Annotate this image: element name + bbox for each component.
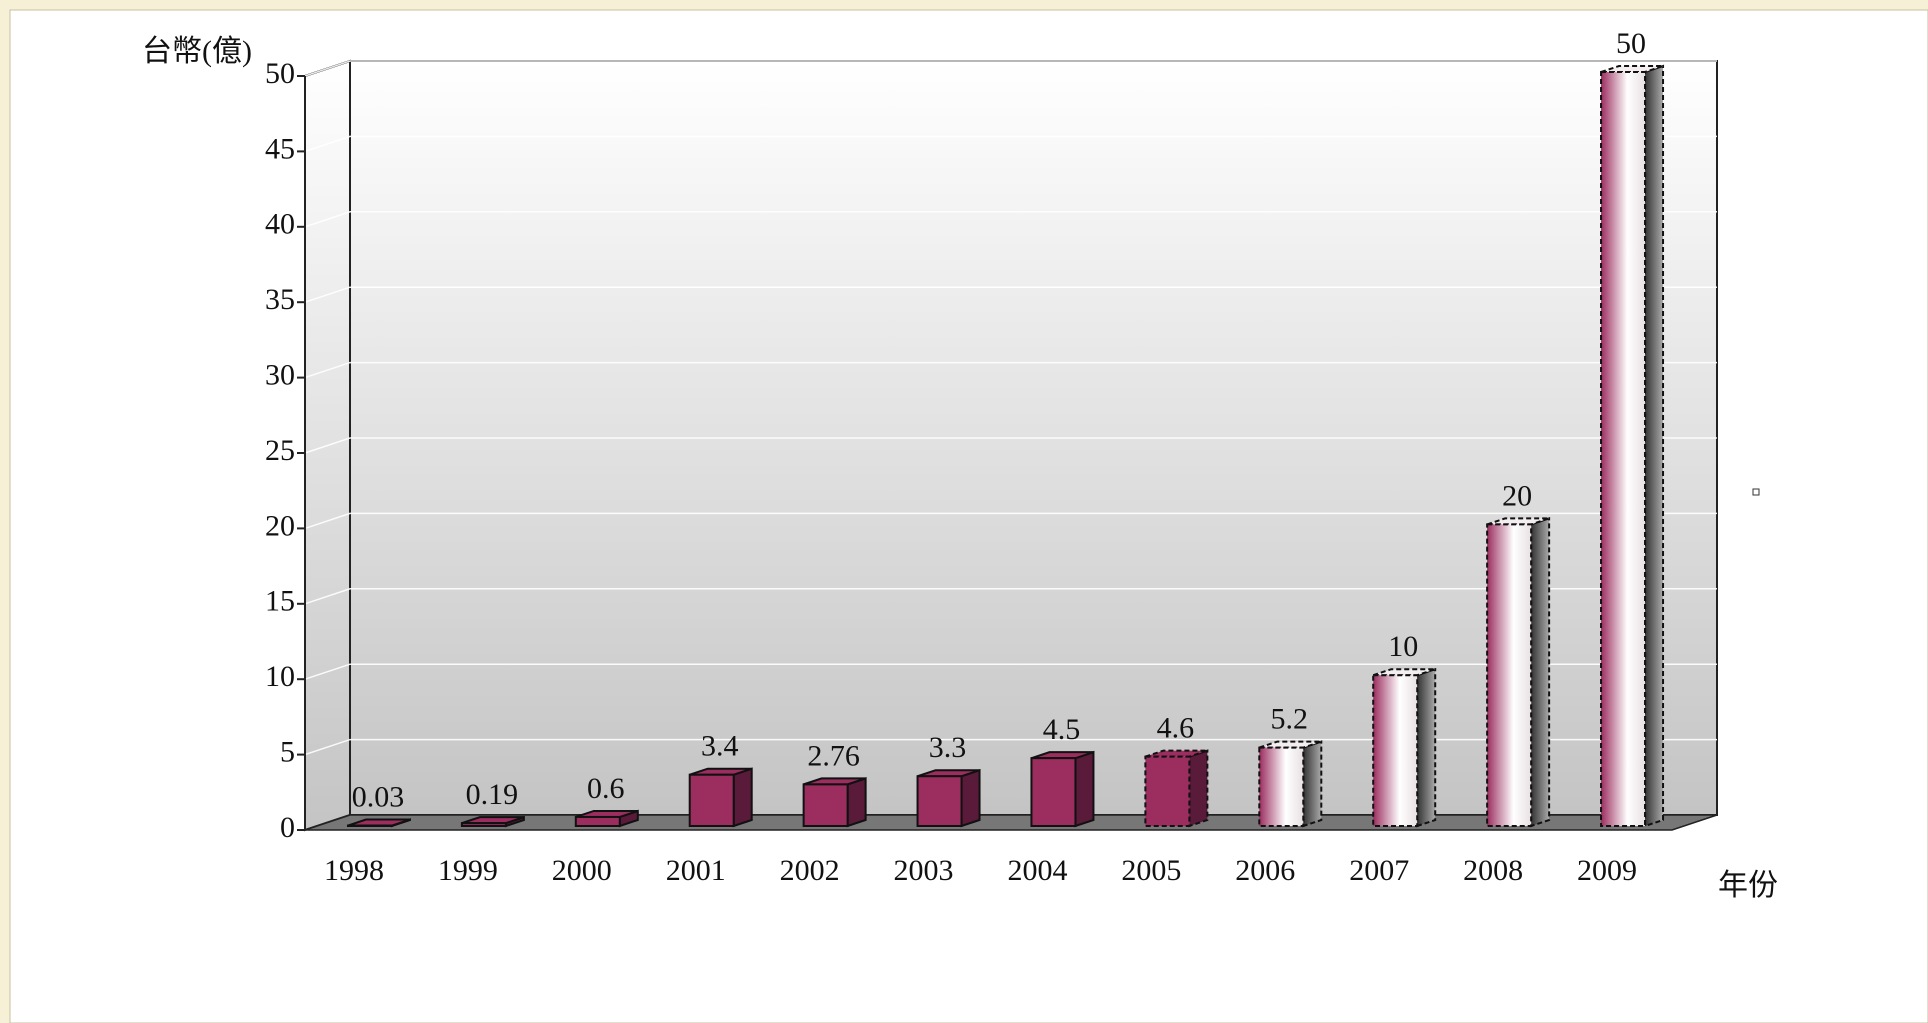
y-axis-label: 台幣(億) bbox=[142, 35, 252, 68]
bar-side bbox=[960, 768, 981, 828]
x-tick-label: 2005 bbox=[1121, 854, 1181, 887]
marker bbox=[1752, 488, 1760, 496]
x-tick-label: 2004 bbox=[1007, 854, 1067, 887]
value-label: 2.76 bbox=[807, 739, 860, 772]
bar bbox=[1486, 523, 1533, 828]
x-tick-label: 2001 bbox=[666, 854, 726, 887]
bar-side bbox=[1074, 750, 1095, 828]
value-label: 20 bbox=[1502, 479, 1532, 512]
bar bbox=[1030, 757, 1077, 828]
bar bbox=[688, 773, 735, 828]
y-tick-label: 40 bbox=[265, 208, 295, 241]
grid-line bbox=[304, 361, 1717, 379]
bar bbox=[802, 783, 849, 828]
x-tick-label: 2003 bbox=[894, 854, 954, 887]
y-tick-label: 0 bbox=[280, 811, 295, 844]
y-tick-label: 15 bbox=[265, 585, 295, 618]
bar bbox=[1144, 755, 1191, 828]
grid-line bbox=[304, 663, 1717, 680]
bar bbox=[1372, 674, 1419, 828]
value-label: 0.6 bbox=[587, 772, 625, 805]
floor bbox=[304, 814, 1718, 831]
x-tick-label: 1999 bbox=[438, 854, 498, 887]
x-tick-label: 2007 bbox=[1349, 854, 1409, 887]
y-tick-label: 35 bbox=[265, 283, 295, 316]
x-tick-label: 2006 bbox=[1235, 854, 1295, 887]
value-label: 3.3 bbox=[929, 731, 967, 764]
value-label: 0.03 bbox=[352, 780, 405, 813]
y-tick-label: 25 bbox=[265, 434, 295, 467]
y-tick-label: 30 bbox=[265, 358, 295, 391]
grid-line bbox=[304, 60, 1717, 77]
bar-side bbox=[1416, 667, 1437, 828]
grid-line bbox=[304, 588, 1717, 605]
x-tick-label: 2008 bbox=[1463, 854, 1523, 887]
grid-line bbox=[304, 211, 1717, 228]
x-tick-label: 2009 bbox=[1577, 854, 1637, 887]
bar-side bbox=[1644, 64, 1665, 828]
y-tick-label: 10 bbox=[265, 660, 295, 693]
bar-side bbox=[846, 776, 867, 828]
value-label: 0.19 bbox=[466, 778, 519, 811]
value-label: 5.2 bbox=[1271, 702, 1309, 735]
x-tick-label: 1998 bbox=[324, 854, 384, 887]
y-tick-label: 50 bbox=[265, 57, 295, 90]
bar-side bbox=[1302, 740, 1323, 828]
bar-side bbox=[1530, 517, 1551, 828]
value-label: 4.5 bbox=[1043, 713, 1081, 746]
bar-side bbox=[732, 767, 753, 828]
y-tick-label: 20 bbox=[265, 509, 295, 542]
value-label: 3.4 bbox=[701, 730, 739, 763]
value-label: 10 bbox=[1388, 630, 1418, 663]
bar bbox=[460, 822, 507, 828]
x-tick-label: 2000 bbox=[552, 854, 612, 887]
grid-line bbox=[304, 512, 1717, 530]
bar bbox=[574, 815, 621, 828]
bar bbox=[1258, 746, 1305, 827]
bar-side bbox=[1188, 749, 1209, 828]
y-tick-label: 45 bbox=[265, 132, 295, 165]
grid-line bbox=[304, 437, 1717, 454]
value-label: 50 bbox=[1616, 27, 1646, 60]
x-tick-label: 2002 bbox=[780, 854, 840, 887]
grid-line bbox=[304, 135, 1717, 153]
x-axis-label: 年份 bbox=[1718, 869, 1778, 902]
y-tick-label: 5 bbox=[280, 735, 295, 768]
bar bbox=[1600, 71, 1647, 827]
bar bbox=[916, 775, 963, 828]
grid-line bbox=[304, 286, 1717, 303]
grid-line bbox=[304, 738, 1717, 756]
value-label: 4.6 bbox=[1157, 712, 1195, 745]
